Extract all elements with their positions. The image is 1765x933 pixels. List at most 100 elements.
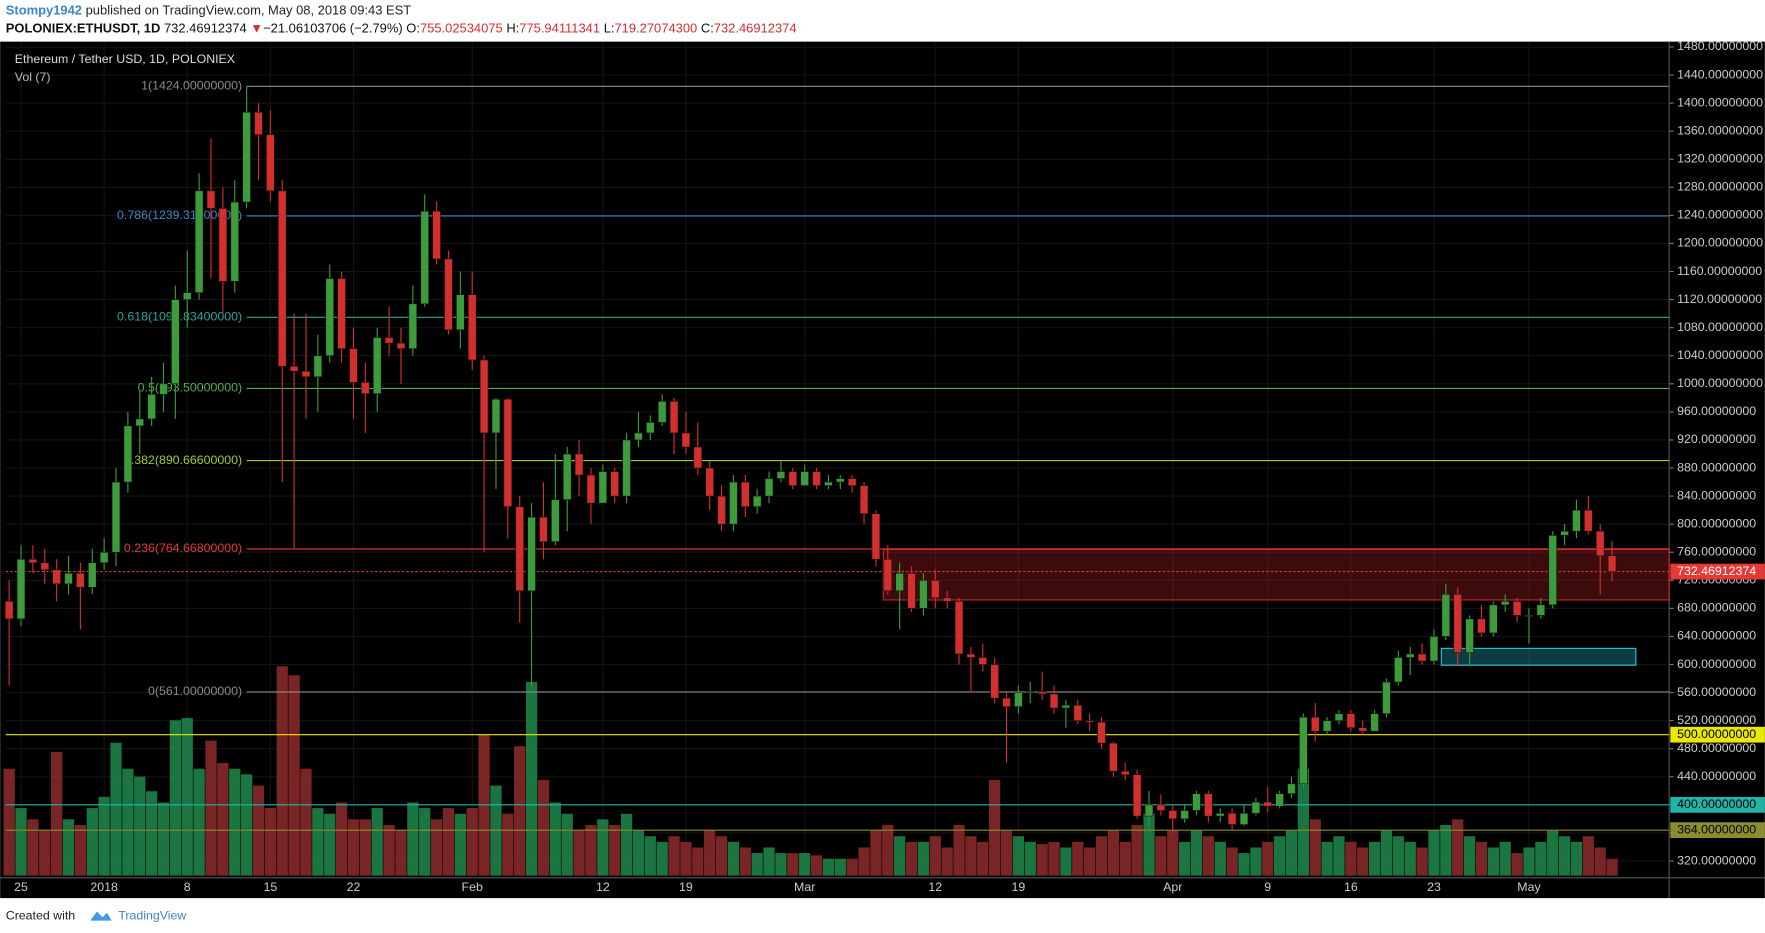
x-tick-label: 19 xyxy=(1012,880,1026,894)
candle-body xyxy=(1382,681,1391,714)
fib-label: 0.5(993.50000000) xyxy=(138,381,242,395)
volume-bar xyxy=(395,830,407,876)
candle-body xyxy=(1560,530,1569,536)
y-tick-label: 1120.00000000 xyxy=(1677,292,1762,306)
volume-bar xyxy=(929,836,941,876)
candle-body xyxy=(1465,618,1474,653)
candle-body xyxy=(1037,691,1047,695)
candle-body xyxy=(1311,716,1320,732)
volume-bar xyxy=(1558,836,1571,876)
volume-bar xyxy=(324,813,336,876)
volume-bar xyxy=(1404,841,1416,876)
candle-body xyxy=(325,278,334,357)
candle-body xyxy=(622,439,631,497)
candle-body xyxy=(1429,636,1439,662)
volume-bar xyxy=(1535,841,1547,876)
volume-bar xyxy=(965,836,977,876)
candle-body xyxy=(1394,657,1403,683)
x-tick-label: 19 xyxy=(679,880,693,894)
candle-body xyxy=(551,499,560,542)
x-tick-label: 22 xyxy=(347,880,361,894)
candle-body xyxy=(1168,810,1177,820)
volume-bar xyxy=(371,808,383,876)
volume-bar xyxy=(1321,841,1333,876)
volume-bar xyxy=(74,824,87,876)
candle-body xyxy=(729,481,738,525)
volume-bar xyxy=(1167,830,1179,876)
volume-bar xyxy=(858,847,870,876)
symbol-line: POLONIEX:ETHUSDT, 1D 732.46912374 ▼−21.0… xyxy=(6,21,797,36)
h-value: 775.94111341 xyxy=(519,21,600,36)
fib-label: 0.382(890.66600000) xyxy=(124,453,242,467)
y-tick-label: 1080.00000000 xyxy=(1677,320,1763,334)
candle-body xyxy=(610,471,619,497)
volume-bar xyxy=(597,819,609,876)
candle-body xyxy=(99,551,109,564)
candle-body xyxy=(1227,813,1237,825)
candle-body xyxy=(1406,653,1415,658)
candle-body xyxy=(895,573,904,592)
zone xyxy=(882,548,1670,601)
candle-body xyxy=(1489,604,1498,634)
candle-body xyxy=(1524,615,1534,617)
x-tick-label: 9 xyxy=(1264,880,1271,894)
candle-body xyxy=(836,478,845,483)
x-tick-label: 2018 xyxy=(90,880,118,894)
price-label-box xyxy=(1670,726,1765,743)
volume-bar xyxy=(573,830,585,876)
volume-bar xyxy=(39,830,51,876)
volume-bar xyxy=(870,830,882,876)
volume-bar xyxy=(1487,847,1499,876)
candle-body xyxy=(289,365,299,372)
y-tick-label: 600.00000000 xyxy=(1677,657,1756,671)
volume-bar xyxy=(1190,830,1203,876)
candle-body xyxy=(135,418,144,427)
volume-bar xyxy=(1000,830,1013,876)
candle-body xyxy=(919,580,928,609)
volume-bar xyxy=(359,819,371,876)
l-value: 719.27074300 xyxy=(614,21,697,36)
candle-body xyxy=(776,471,786,479)
x-tick-label: Mar xyxy=(794,880,815,894)
candle-body xyxy=(598,471,608,504)
footer-created: Created with xyxy=(6,908,76,922)
y-tick-label: 1240.00000000 xyxy=(1677,208,1763,222)
volume-bar xyxy=(905,841,918,876)
candle-body xyxy=(669,401,679,434)
o-value: 755.02534075 xyxy=(420,21,503,36)
candle-body xyxy=(4,601,14,620)
volume-bar xyxy=(1024,841,1036,876)
x-tick-label: 12 xyxy=(928,880,942,894)
volume-bar xyxy=(668,836,680,876)
volume-bar xyxy=(1262,841,1274,876)
volume-bar xyxy=(15,808,27,876)
volume-bar xyxy=(1095,836,1108,876)
candle-body xyxy=(812,471,821,486)
h-label: H: xyxy=(506,21,519,36)
candle-body xyxy=(646,422,655,434)
candle-body xyxy=(28,558,38,564)
volume-bar xyxy=(727,841,740,876)
y-tick-label: 800.00000000 xyxy=(1677,516,1756,530)
volume-bar xyxy=(834,858,846,876)
y-tick-label: 880.00000000 xyxy=(1677,460,1756,474)
footer-brand[interactable]: TradingView xyxy=(118,908,186,922)
volume-bar xyxy=(917,841,930,876)
volume-bar xyxy=(1523,847,1535,876)
volume-bar xyxy=(1452,819,1464,876)
volume-bar xyxy=(644,836,656,876)
candle-body xyxy=(574,453,584,476)
volume-bar xyxy=(1131,824,1143,876)
fib-label: 0.236(764.66800000) xyxy=(124,541,242,555)
volume-bar xyxy=(51,751,63,876)
volume-bar xyxy=(787,853,799,876)
candle-body xyxy=(396,342,406,350)
y-tick-label: 520.00000000 xyxy=(1677,713,1756,727)
volume-bar xyxy=(620,813,633,876)
volume-bar xyxy=(514,746,526,876)
x-tick-label: Feb xyxy=(462,880,483,894)
chart-title: Ethereum / Tether USD, 1D, POLONIEX xyxy=(15,52,235,66)
axes: 320.00000000360.00000000400.00000000440.… xyxy=(14,39,1765,894)
candle-body xyxy=(183,292,192,300)
volume-bar xyxy=(1060,847,1072,876)
